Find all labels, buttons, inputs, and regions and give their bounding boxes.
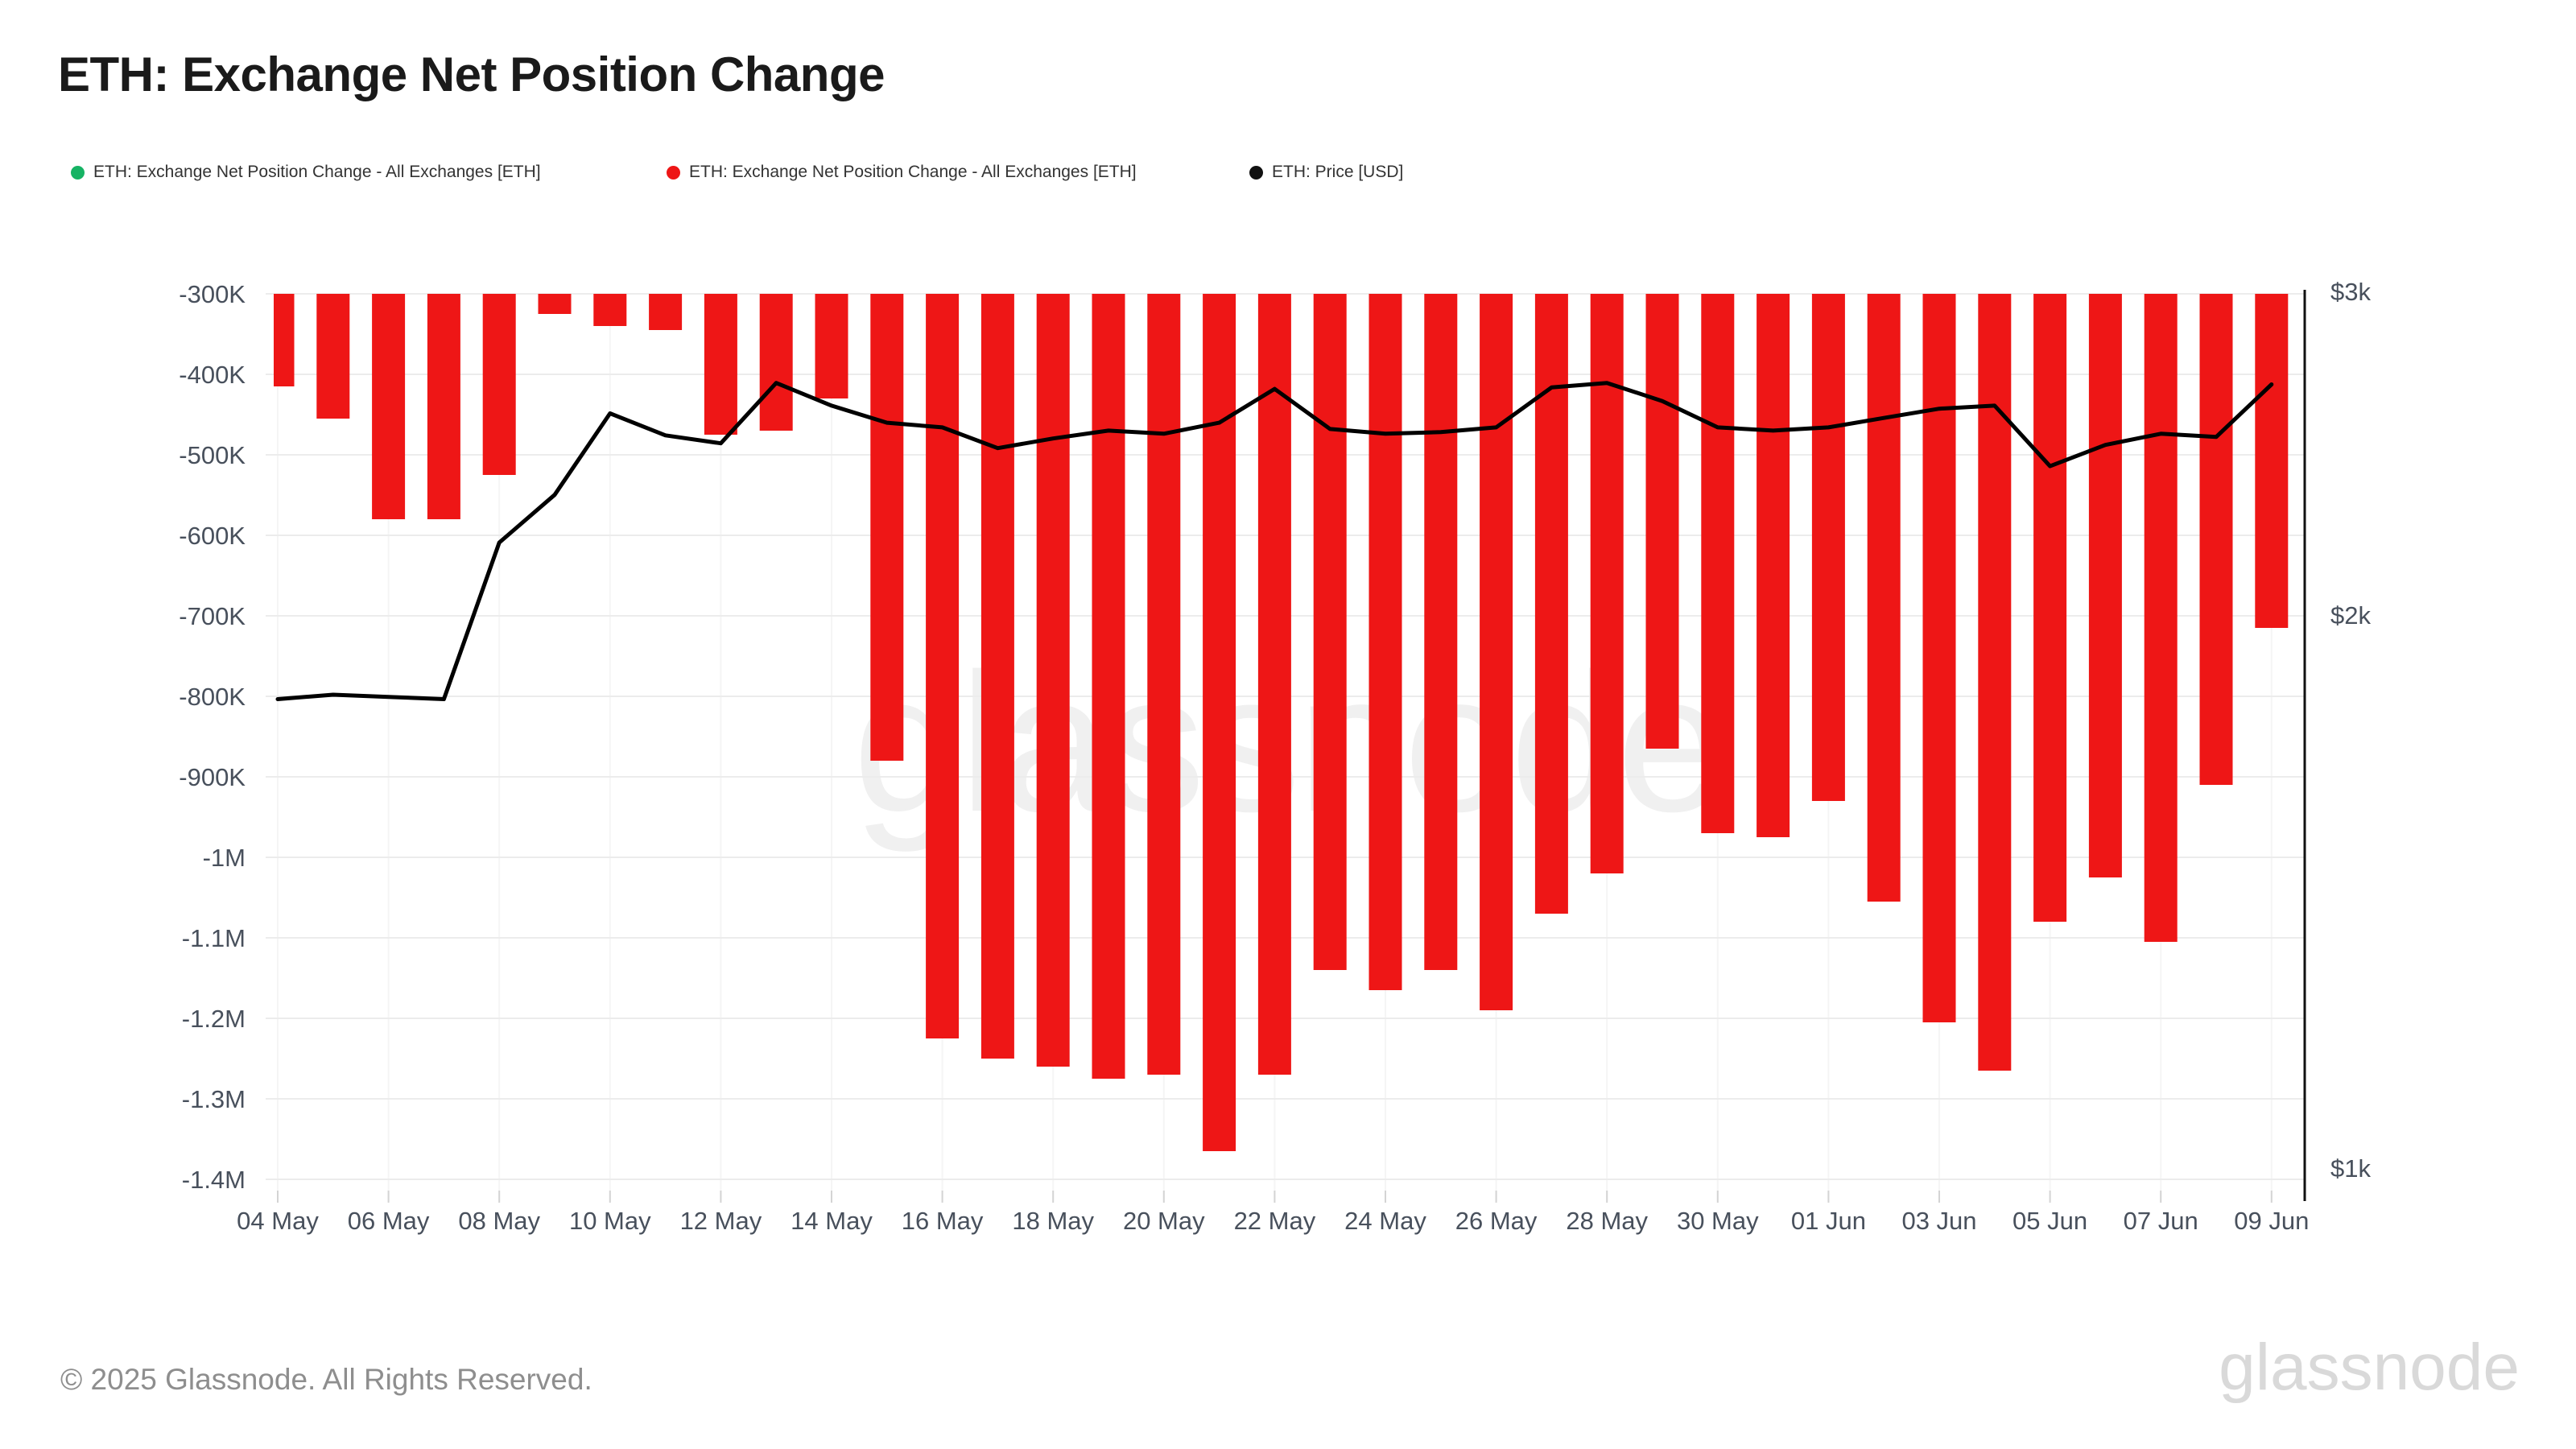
x-axis-label: 10 May — [569, 1207, 651, 1235]
x-axis-label: 22 May — [1234, 1207, 1316, 1235]
x-axis-label: 01 Jun — [1791, 1207, 1866, 1235]
net-position-bar[interactable] — [1645, 294, 1679, 749]
net-position-bar[interactable] — [1480, 294, 1513, 1010]
y-axis-left-label: -600K — [179, 522, 246, 550]
x-axis-label: 06 May — [348, 1207, 430, 1235]
y-axis-left-label: -700K — [179, 602, 246, 630]
net-position-bar[interactable] — [274, 294, 295, 386]
legend-item-net-position-green[interactable]: ETH: Exchange Net Position Change - All … — [71, 158, 541, 187]
x-axis-label: 12 May — [680, 1207, 762, 1235]
net-position-bar[interactable] — [1590, 294, 1624, 873]
net-position-bar[interactable] — [980, 294, 1014, 1059]
net-position-bar[interactable] — [870, 294, 904, 761]
net-position-bar[interactable] — [1922, 294, 1956, 1022]
x-axis-label: 09 Jun — [2234, 1207, 2309, 1235]
y-axis-left-label: -500K — [179, 441, 246, 469]
page-title: ETH: Exchange Net Position Change — [58, 47, 885, 101]
legend-label: ETH: Exchange Net Position Change - All … — [93, 163, 541, 181]
net-position-bar[interactable] — [1368, 294, 1402, 990]
net-position-bar[interactable] — [2255, 294, 2289, 628]
legend: ETH: Exchange Net Position Change - All … — [0, 158, 2576, 187]
x-axis-label: 20 May — [1123, 1207, 1205, 1235]
copyright-text: © 2025 Glassnode. All Rights Reserved. — [60, 1363, 592, 1396]
x-axis-label: 30 May — [1677, 1207, 1759, 1235]
net-position-bar[interactable] — [538, 294, 572, 314]
x-axis-label: 26 May — [1455, 1207, 1538, 1235]
y-axis-right-label: $3k — [2330, 278, 2371, 306]
y-axis-left-label: -400K — [179, 361, 246, 389]
net-position-bar[interactable] — [815, 294, 848, 398]
x-axis-label: 16 May — [902, 1207, 984, 1235]
net-position-bar[interactable] — [482, 294, 516, 475]
y-axis-right-label: $2k — [2330, 601, 2371, 630]
net-position-bar[interactable] — [1036, 294, 1070, 1067]
net-position-bar[interactable] — [2199, 294, 2233, 785]
glassnode-logo: glassnode — [2219, 1331, 2520, 1404]
price-line[interactable] — [275, 381, 2274, 701]
x-axis-label: 24 May — [1344, 1207, 1426, 1235]
x-axis-label: 03 Jun — [1901, 1207, 1976, 1235]
net-position-bar[interactable] — [1978, 294, 2012, 1071]
net-position-bar[interactable] — [2088, 294, 2122, 877]
y-axis-left-label: -1.1M — [182, 924, 246, 952]
net-position-bar[interactable] — [1313, 294, 1347, 970]
net-position-bar[interactable] — [316, 294, 350, 419]
net-position-bar[interactable] — [372, 294, 406, 519]
legend-label: ETH: Price [USD] — [1272, 163, 1404, 181]
x-axis-label: 05 Jun — [2013, 1207, 2087, 1235]
y-axis-left-label: -300K — [179, 280, 246, 308]
net-position-bar[interactable] — [649, 294, 683, 330]
x-axis-label: 04 May — [237, 1207, 319, 1235]
net-position-bar[interactable] — [1867, 294, 1901, 902]
net-position-bar[interactable] — [593, 294, 627, 326]
y-axis-right-label: $1k — [2330, 1154, 2371, 1183]
x-axis-label: 08 May — [458, 1207, 540, 1235]
y-axis-left-label: -1.2M — [182, 1005, 246, 1033]
net-position-bar[interactable] — [427, 294, 460, 519]
x-axis-label: 18 May — [1012, 1207, 1094, 1235]
y-axis-left-label: -1.3M — [182, 1085, 246, 1113]
legend-dot-green-icon — [71, 165, 85, 180]
net-position-bar[interactable] — [1811, 294, 1845, 801]
net-position-bar[interactable] — [2033, 294, 2067, 922]
net-position-bar[interactable] — [1424, 294, 1458, 970]
legend-item-price[interactable]: ETH: Price [USD] — [1249, 158, 1403, 187]
y-axis-left-label: -900K — [179, 763, 246, 791]
net-position-bar[interactable] — [1092, 294, 1125, 1079]
net-position-bar[interactable] — [1701, 294, 1735, 833]
legend-dot-black-icon — [1249, 165, 1263, 180]
x-axis-label: 28 May — [1566, 1207, 1648, 1235]
x-axis-label: 07 Jun — [2124, 1207, 2198, 1235]
net-position-bar[interactable] — [2144, 294, 2178, 942]
legend-dot-red-icon — [667, 165, 680, 180]
net-position-bar[interactable] — [704, 294, 737, 435]
x-axis-label: 14 May — [791, 1207, 873, 1235]
y-axis-left-label: -800K — [179, 683, 246, 711]
net-position-bar[interactable] — [1757, 294, 1790, 837]
net-position-bar[interactable] — [1203, 294, 1236, 1151]
net-position-bar[interactable] — [1147, 294, 1181, 1075]
net-position-bar[interactable] — [926, 294, 960, 1038]
net-position-bar[interactable] — [1257, 294, 1291, 1075]
y-axis-left-label: -1.4M — [182, 1166, 246, 1194]
y-axis-left-label: -1M — [203, 844, 246, 872]
net-position-bar[interactable] — [759, 294, 793, 431]
legend-item-net-position-red[interactable]: ETH: Exchange Net Position Change - All … — [667, 158, 1137, 187]
legend-label: ETH: Exchange Net Position Change - All … — [689, 163, 1137, 181]
